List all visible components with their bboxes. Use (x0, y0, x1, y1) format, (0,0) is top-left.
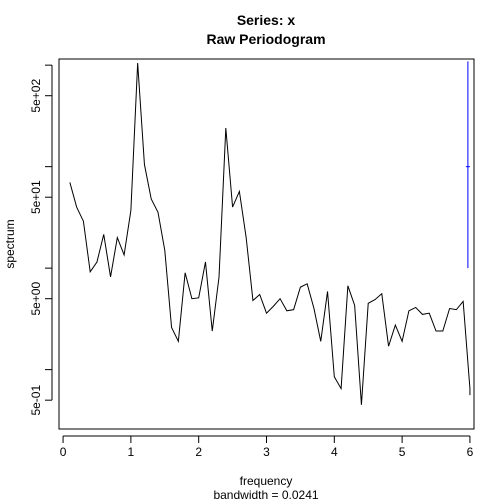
chart-title: Series: x (237, 12, 296, 28)
chart-subtitle: Raw Periodogram (206, 31, 325, 47)
spectrum-line (69, 62, 471, 405)
x-tick-label: 1 (128, 445, 135, 459)
y-axis-label: spectrum (3, 219, 17, 268)
x-axis-sublabel: bandwidth = 0.0241 (213, 488, 318, 502)
y-axis: 5e-01 5e+00 5e+01 5e+02 (29, 64, 53, 416)
x-tick-label: 3 (263, 445, 270, 459)
x-tick-label: 0 (60, 445, 67, 459)
plot-frame (58, 58, 475, 430)
x-axis-label: frequency (240, 474, 293, 488)
x-tick-label: 4 (331, 445, 338, 459)
x-tick-label: 2 (195, 445, 202, 459)
y-tick-label: 5e+02 (29, 79, 43, 113)
x-tick-label: 5 (399, 445, 406, 459)
x-axis: 0 1 2 3 4 5 6 (60, 435, 474, 459)
series-layer (69, 61, 471, 405)
y-tick-label: 5e+00 (29, 282, 43, 316)
y-tick-label: 5e-01 (29, 385, 43, 416)
y-tick-label: 5e+01 (29, 180, 43, 214)
x-tick-label: 6 (467, 445, 474, 459)
